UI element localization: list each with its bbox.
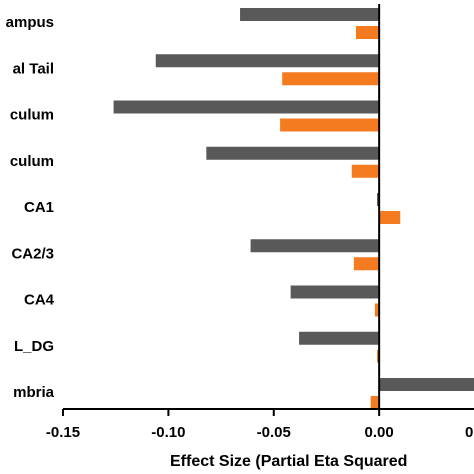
category-label-0: ampus xyxy=(6,14,54,31)
x-tick-label-3: 0.00 xyxy=(365,424,394,441)
bars-layer xyxy=(113,8,474,409)
category-label-2: culum xyxy=(10,107,54,124)
category-label-6: CA4 xyxy=(24,292,55,309)
x-tick-label-1: -0.10 xyxy=(151,424,185,441)
bar-gray-2 xyxy=(113,100,380,114)
bar-gray-8 xyxy=(379,378,474,391)
category-label-5: CA2/3 xyxy=(11,245,54,262)
category-label-4: CA1 xyxy=(24,199,54,216)
bar-orange-5 xyxy=(353,257,380,271)
bar-orange-1 xyxy=(282,72,380,86)
category-label-8: mbria xyxy=(13,384,55,401)
bar-orange-3 xyxy=(351,164,380,178)
x-tick-label-2: -0.05 xyxy=(257,424,291,441)
bar-gray-1 xyxy=(155,54,380,68)
bar-gray-7 xyxy=(299,331,380,345)
x-tick-label-partial: 0 xyxy=(465,424,473,441)
bar-gray-3 xyxy=(206,146,380,160)
bar-gray-4 xyxy=(377,193,380,206)
category-label-1: al Tail xyxy=(13,60,54,77)
category-label-7: L_DG xyxy=(14,338,54,355)
x-tick-label-0: -0.15 xyxy=(46,424,80,441)
x-axis-title: Effect Size (Partial Eta Squared xyxy=(170,453,407,470)
bar-orange-6 xyxy=(374,303,380,317)
bar-orange-2 xyxy=(280,118,380,132)
bar-orange-0 xyxy=(355,26,380,39)
category-label-3: culum xyxy=(10,153,54,170)
bar-orange-7 xyxy=(377,349,380,363)
bar-orange-8 xyxy=(370,396,380,409)
x-axis-ticks: -0.15 -0.10 -0.05 0.00 xyxy=(46,409,394,441)
bar-gray-0 xyxy=(240,8,380,21)
bar-gray-6 xyxy=(290,285,380,299)
category-labels: ampus al Tail culum culum CA1 CA2/3 CA4 L_DGmbr… xyxy=(6,14,55,401)
bar-orange-4 xyxy=(379,211,401,224)
bar-gray-5 xyxy=(250,239,380,253)
